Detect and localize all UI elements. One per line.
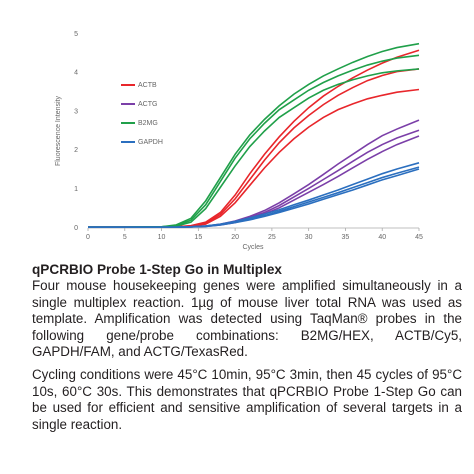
y-axis-label: Fluorescence Intensity [55, 95, 62, 166]
x-tick-label: 40 [378, 234, 386, 241]
y-tick-label: 2 [74, 147, 78, 154]
y-tick-label: 3 [74, 108, 78, 115]
caption-title: qPCRBIO Probe 1-Step Go in Multiplex [32, 262, 282, 277]
y-tick-label: 1 [74, 186, 78, 193]
x-tick-label: 0 [86, 234, 90, 241]
x-tick-label: 25 [268, 234, 276, 241]
line [88, 68, 420, 229]
y-tick-label: 0 [74, 225, 78, 232]
x-axis-label: Cycles [242, 244, 264, 251]
x-tick-label: 30 [305, 234, 313, 241]
legend-label: B2MG [138, 120, 158, 127]
x-tick-label: 45 [415, 234, 423, 241]
line [88, 168, 420, 229]
legend-label: ACTB [138, 82, 157, 89]
caption-paragraph: Cycling conditions were 45°C 10min, 95°C… [32, 367, 462, 432]
legend-label: GAPDH [138, 139, 163, 146]
x-tick-label: 5 [123, 234, 127, 241]
x-tick-label: 10 [158, 234, 166, 241]
x-tick-label: 15 [194, 234, 202, 241]
y-tick-label: 5 [74, 31, 78, 38]
caption-paragraph: Four mouse housekeeping genes were ampli… [32, 278, 462, 360]
y-tick-label: 4 [74, 70, 78, 77]
line [88, 42, 420, 229]
x-tick-label: 35 [342, 234, 350, 241]
caption: qPCRBIO Probe 1-Step Go in Multiplex Fou… [32, 262, 462, 440]
x-tick-label: 20 [231, 234, 239, 241]
line [88, 68, 420, 229]
legend-label: ACTG [138, 101, 157, 108]
